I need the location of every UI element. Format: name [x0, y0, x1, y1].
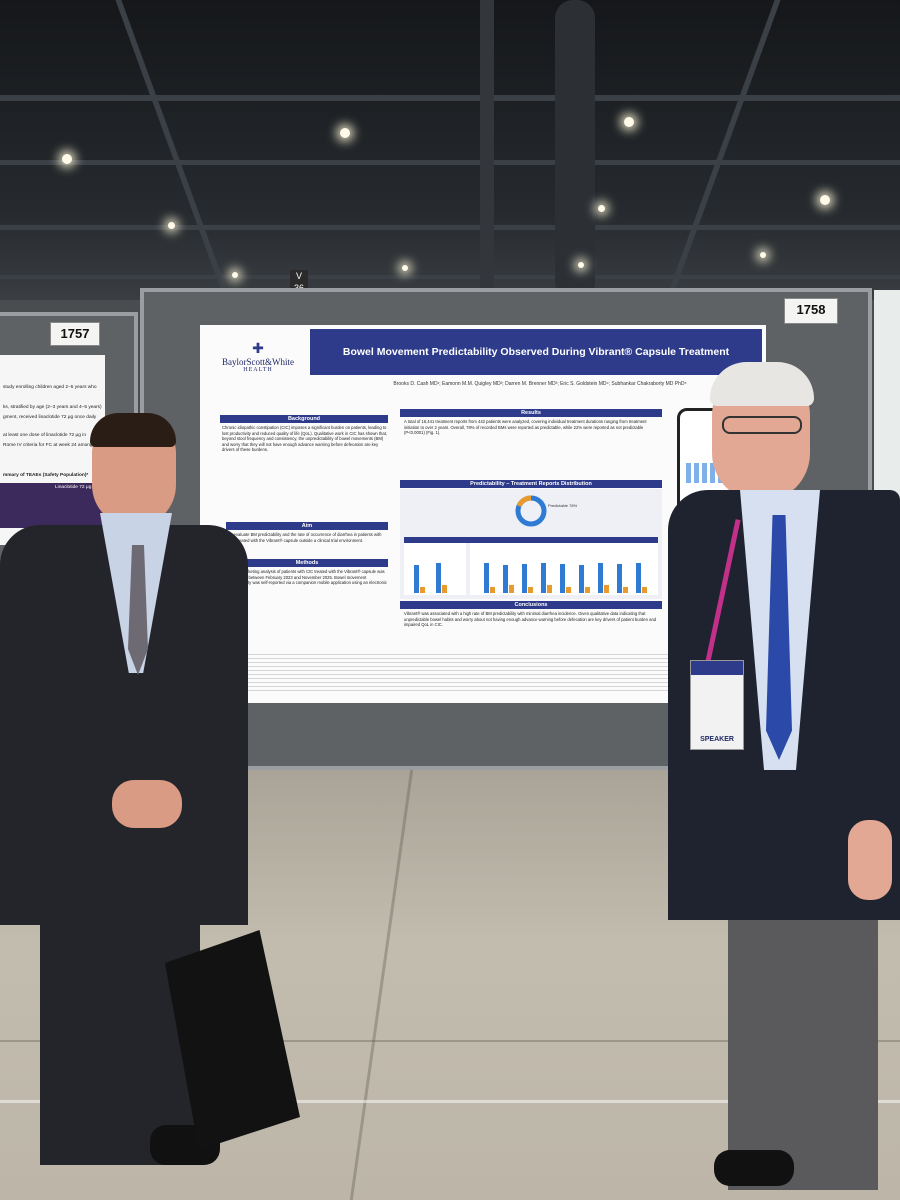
ceiling-light — [232, 272, 238, 278]
trousers — [728, 920, 878, 1190]
figure-bar — [623, 587, 628, 593]
ceiling-beam — [480, 0, 494, 300]
ceiling-light — [340, 128, 350, 138]
shoe — [714, 1150, 794, 1186]
neighbor-poster-text: study enrolling children aged 2–5 years … — [3, 385, 97, 390]
figure-bar — [566, 587, 571, 593]
figure-bar — [420, 587, 425, 593]
methods-text: A post-marketing analysis of patients wi… — [228, 569, 388, 647]
ceiling-beam — [115, 0, 231, 300]
results-heading: Results — [400, 409, 662, 417]
conclusions-text: Vibrant® was associated with a high rate… — [404, 611, 660, 641]
poster-figure: Predictable 78% — [400, 489, 662, 599]
ceiling-light — [402, 265, 408, 271]
figure-bar — [636, 563, 641, 593]
floor-seam — [0, 1040, 900, 1042]
hand — [848, 820, 892, 900]
neighbor-poster-table: Linaclotide 72 μg (n = 100) — [0, 483, 112, 528]
results-paragraph: A total of 16,441 treatment reports from… — [404, 419, 647, 436]
figure-bar — [547, 585, 552, 593]
ceiling-light — [820, 195, 830, 205]
logo-name: BaylorScott&White — [222, 357, 294, 367]
ceiling-light — [62, 154, 72, 164]
presenter-right: SPEAKER — [668, 362, 900, 1200]
figure-bar — [560, 564, 565, 593]
ceiling-light — [598, 205, 605, 212]
background-text: Chronic idiopathic constipation (CIC) im… — [222, 425, 388, 517]
figure-bar — [585, 587, 590, 593]
aim-text: To evaluate BM predictability and the ra… — [228, 532, 388, 554]
speaker-badge-text: SPEAKER — [700, 736, 734, 743]
neighbor-poster-text: Rome IV criteria for FC at week 24 among — [3, 443, 93, 448]
ceiling-light — [168, 222, 175, 229]
ceiling-light — [624, 117, 634, 127]
ceiling-truss — [0, 275, 900, 279]
poster-authors: Brooks D. Cash MD¹; Eamonn M.M. Quigley … — [393, 381, 687, 387]
donut-label: Predictable 78% — [548, 503, 578, 508]
methods-paragraph: A post-marketing analysis of patients wi… — [228, 569, 387, 591]
ceiling-truss — [0, 160, 900, 165]
figure-panel-header — [404, 537, 658, 543]
figure-bar — [414, 565, 419, 593]
hands — [112, 780, 182, 828]
floor-seam — [349, 770, 414, 1200]
exhibit-hall-ceiling: V 36 — [0, 0, 900, 300]
hair — [90, 413, 176, 447]
badge-header — [691, 661, 743, 675]
chart-heading: Predictability – Treatment Reports Distr… — [400, 480, 662, 488]
eyeglasses — [722, 416, 802, 434]
figure-bar — [436, 563, 441, 593]
ceiling-light — [578, 262, 584, 268]
poster-logo: ✚ BaylorScott&White HEALTH — [208, 343, 308, 383]
booth-number-right: 1758 — [784, 298, 838, 324]
necktie — [128, 545, 148, 675]
ceiling-truss — [0, 95, 900, 101]
results-text: A total of 16,441 treatment reports from… — [404, 419, 660, 459]
figure-bar — [484, 563, 489, 593]
figure-bar — [598, 563, 603, 593]
neighbor-table-header: Linaclotide 72 μg (n = 100) — [55, 485, 113, 490]
methods-heading: Methods — [226, 559, 388, 567]
figure-bar — [509, 585, 514, 593]
donut-slice-not-predictable — [516, 495, 532, 508]
figure-bar — [579, 565, 584, 593]
poster-title: Bowel Movement Predictability Observed D… — [310, 329, 762, 375]
hair — [710, 362, 814, 406]
figure-bar — [522, 564, 527, 593]
aim-heading: Aim — [226, 522, 388, 530]
floor-tape-line — [0, 1100, 900, 1103]
air-duct — [555, 0, 595, 300]
figure-bar — [503, 565, 508, 593]
neighbor-poster-text: gment, received linaclotide 72 μg once d… — [3, 415, 97, 420]
figure-bar — [442, 585, 447, 593]
conference-badge: SPEAKER — [690, 660, 744, 750]
neighbor-poster-text: at least one dose of linaclotide 72 μg i… — [3, 433, 87, 438]
background-heading: Background — [220, 415, 388, 423]
figure-bar — [604, 585, 609, 593]
ceiling-light — [760, 252, 766, 258]
figure-bar — [642, 587, 647, 593]
aim-paragraph: To evaluate BM predictability and the ra… — [228, 532, 382, 543]
conclusions-heading: Conclusions — [400, 601, 662, 609]
figure-bar — [617, 564, 622, 593]
neighbor-poster-right — [874, 290, 900, 500]
neighbor-poster-text: mmary of TEAEs (Safety Population)* — [3, 473, 89, 478]
ceiling-truss — [0, 225, 900, 230]
figure-bar — [490, 587, 495, 593]
conclusions-paragraph: Vibrant® was associated with a high rate… — [404, 611, 657, 628]
booth-number-left: 1757 — [50, 322, 100, 346]
background-paragraph: Chronic idiopathic constipation (CIC) im… — [222, 425, 388, 453]
cross-icon: ✚ — [252, 342, 264, 357]
logo-subname: HEALTH — [243, 367, 273, 373]
neighbor-poster-text: ks, stratified by age (2–3 years and 4–5… — [3, 405, 102, 410]
neighbor-poster: study enrolling children aged 2–5 years … — [0, 355, 112, 545]
figure-bar — [528, 587, 533, 593]
figure-bar — [541, 563, 546, 593]
